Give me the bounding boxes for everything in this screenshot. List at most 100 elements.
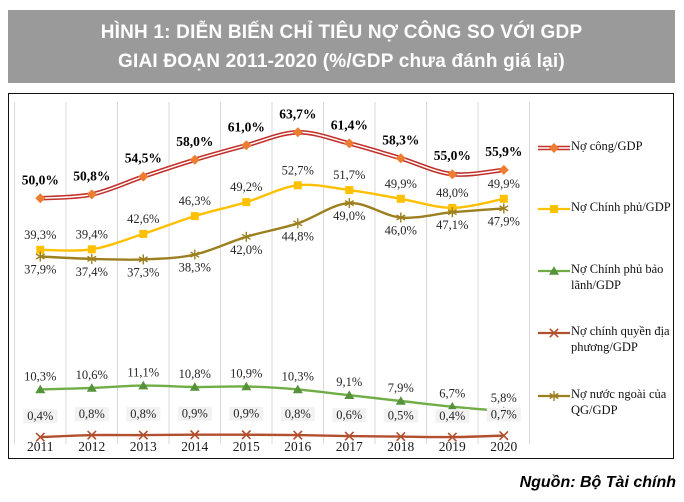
data-label: 37,3% [127, 265, 159, 279]
data-point-marker [549, 392, 559, 400]
data-label: 51,7% [333, 168, 365, 182]
data-label-bg [383, 408, 418, 423]
x-axis-label: 2012 [78, 439, 105, 454]
data-point-marker [447, 432, 458, 442]
data-label-bg [177, 406, 212, 421]
data-label: 7,9% [388, 381, 414, 395]
data-label: 37,4% [76, 265, 108, 279]
data-label-bg [435, 409, 470, 424]
legend-item: Nợ Chính phủ bảo lãnh/GDP [537, 261, 671, 293]
data-point-marker [293, 430, 303, 440]
data-point-marker [242, 198, 251, 207]
data-label: 42,0% [230, 243, 262, 257]
data-point-marker [138, 430, 149, 440]
data-label: 0,9% [182, 407, 208, 421]
data-point-marker [189, 382, 200, 391]
data-point-marker [87, 245, 96, 254]
data-label: 0,4% [27, 409, 53, 423]
data-label-bg [74, 407, 109, 422]
data-label: 37,9% [24, 263, 56, 277]
data-label: 10,3% [24, 369, 56, 383]
data-label: 49,2% [230, 180, 262, 194]
x-axis-label: 2016 [284, 439, 311, 454]
data-point-marker [189, 154, 200, 165]
data-point-marker [549, 143, 559, 153]
data-point-marker [499, 194, 508, 203]
data-point-marker [87, 430, 97, 440]
data-point-marker [138, 380, 149, 390]
data-point-marker [396, 194, 405, 203]
data-label: 61,0% [228, 119, 265, 134]
data-label: 38,3% [179, 261, 211, 275]
square-legend-marker-icon [538, 205, 570, 213]
data-label: 42,6% [127, 212, 159, 226]
x-axis-label: 2011 [27, 439, 54, 454]
data-label: 39,4% [76, 227, 108, 241]
data-label: 0,9% [233, 407, 259, 421]
series-line [39, 183, 505, 252]
x-axis-label: 2015 [233, 439, 260, 454]
data-point-marker [498, 164, 509, 175]
data-label: 48,0% [436, 186, 468, 200]
series-line [39, 201, 505, 261]
data-label: 61,4% [331, 117, 368, 132]
line-chart-svg: 2011 2012 2013 2014 2015 2016 2017 2018 2019 2020… [14, 102, 530, 454]
x-axis-label: 2017 [336, 439, 363, 454]
data-label: 46,0% [385, 224, 417, 238]
data-label: 50,0% [22, 172, 59, 187]
chart-area: 2011 2012 2013 2014 2015 2016 2017 2018 2019 2020… [8, 93, 674, 459]
data-point-marker [447, 401, 458, 411]
legend-item: Nợ nước ngoài của QG/GDP [537, 386, 671, 418]
data-point-marker [241, 381, 252, 391]
data-point-marker [36, 245, 45, 254]
data-label-bg [280, 407, 315, 422]
data-label: 58,3% [382, 132, 419, 147]
data-label: 9,1% [336, 375, 362, 389]
legend-item: Nợ Chính phủ/GDP [537, 199, 671, 216]
series-line [36, 181, 508, 254]
data-label: 55,0% [434, 148, 471, 163]
data-label: 54,5% [125, 151, 162, 166]
data-point-marker [499, 430, 509, 441]
data-point-marker [293, 220, 303, 227]
x-axis-label: 2014 [181, 439, 208, 454]
data-label: 10,6% [76, 368, 108, 382]
data-point-marker [293, 181, 302, 190]
data-point-marker [87, 255, 97, 263]
data-label-bg [486, 407, 521, 422]
legend-label: Nợ công/GDP [571, 139, 643, 153]
data-point-marker [549, 266, 559, 275]
series-line [39, 384, 505, 413]
data-point-marker [549, 328, 559, 338]
data-label: 39,3% [24, 228, 56, 242]
data-point-marker [139, 229, 148, 238]
diamond-legend-marker-icon [538, 143, 570, 153]
x-axis-label: 2020 [490, 439, 517, 454]
data-point-marker [345, 186, 354, 195]
data-point-marker [241, 233, 251, 240]
data-point-marker [344, 138, 355, 149]
chart-legend: Nợ công/GDP Nợ Chính phủ/GDP Nợ Chính phủ … [537, 94, 673, 458]
data-label: 10,3% [282, 369, 314, 383]
legend-label: Nợ nước ngoài của QG/GDP [571, 387, 667, 417]
data-point-marker [396, 214, 406, 221]
data-label-bg [229, 406, 264, 421]
data-label: 6,7% [439, 387, 465, 401]
data-label: 10,8% [179, 367, 211, 381]
data-point-marker [292, 384, 303, 394]
data-label: 0,6% [336, 408, 362, 422]
series-line [39, 433, 505, 439]
x-axis-label: 2018 [387, 439, 414, 454]
data-label: 44,8% [282, 229, 314, 243]
data-label: 49,9% [488, 177, 520, 191]
data-label: 0,8% [285, 407, 311, 421]
data-label: 50,8% [73, 168, 110, 183]
source-note: Nguồn: Bộ Tài chính [519, 474, 676, 491]
triangle-legend-marker-icon [538, 266, 570, 275]
data-point-marker [344, 431, 355, 441]
series-no-cong [35, 127, 509, 204]
legend-item: Nợ chính quyền địa phương/GDP [537, 323, 671, 355]
figure-title-line2: GIAI ĐOẠN 2011-2020 (%/GDP chưa đánh giá… [118, 50, 565, 72]
data-point-marker [241, 140, 252, 151]
